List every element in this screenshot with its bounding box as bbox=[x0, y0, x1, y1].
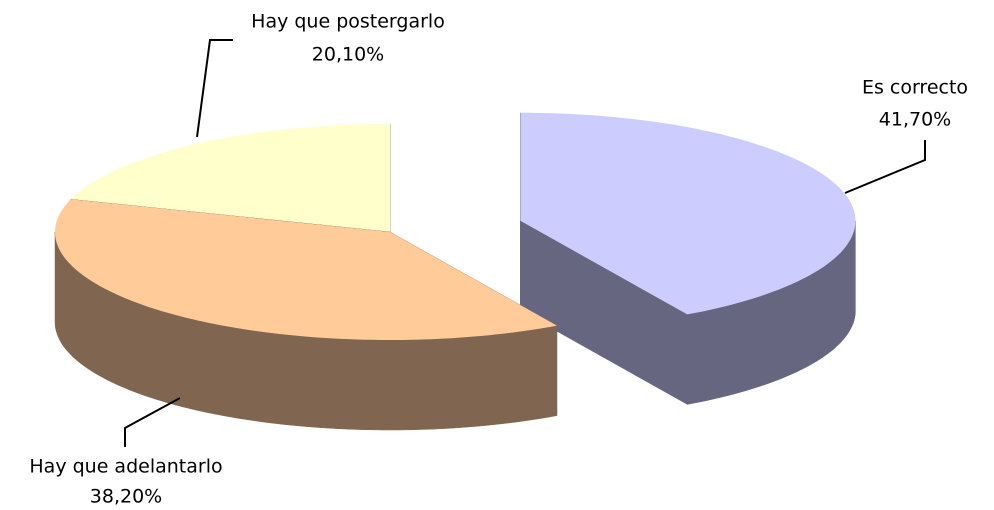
slice-label: Hay que postergarlo bbox=[251, 11, 445, 33]
slice-value-label: 41,70% bbox=[879, 109, 951, 131]
slice-side bbox=[687, 220, 856, 405]
slice-label: Es correcto bbox=[862, 77, 968, 99]
leader-line bbox=[844, 140, 926, 194]
slice bbox=[520, 112, 856, 315]
slice-value-label: 38,20% bbox=[90, 486, 162, 508]
pie bbox=[54, 112, 856, 431]
slice-value-label: 20,10% bbox=[312, 44, 384, 66]
slice bbox=[70, 124, 391, 232]
leader-line bbox=[196, 39, 233, 138]
slice-label: Hay que adelantarlo bbox=[29, 456, 222, 478]
slice bbox=[55, 199, 557, 340]
leader-line bbox=[124, 397, 181, 447]
